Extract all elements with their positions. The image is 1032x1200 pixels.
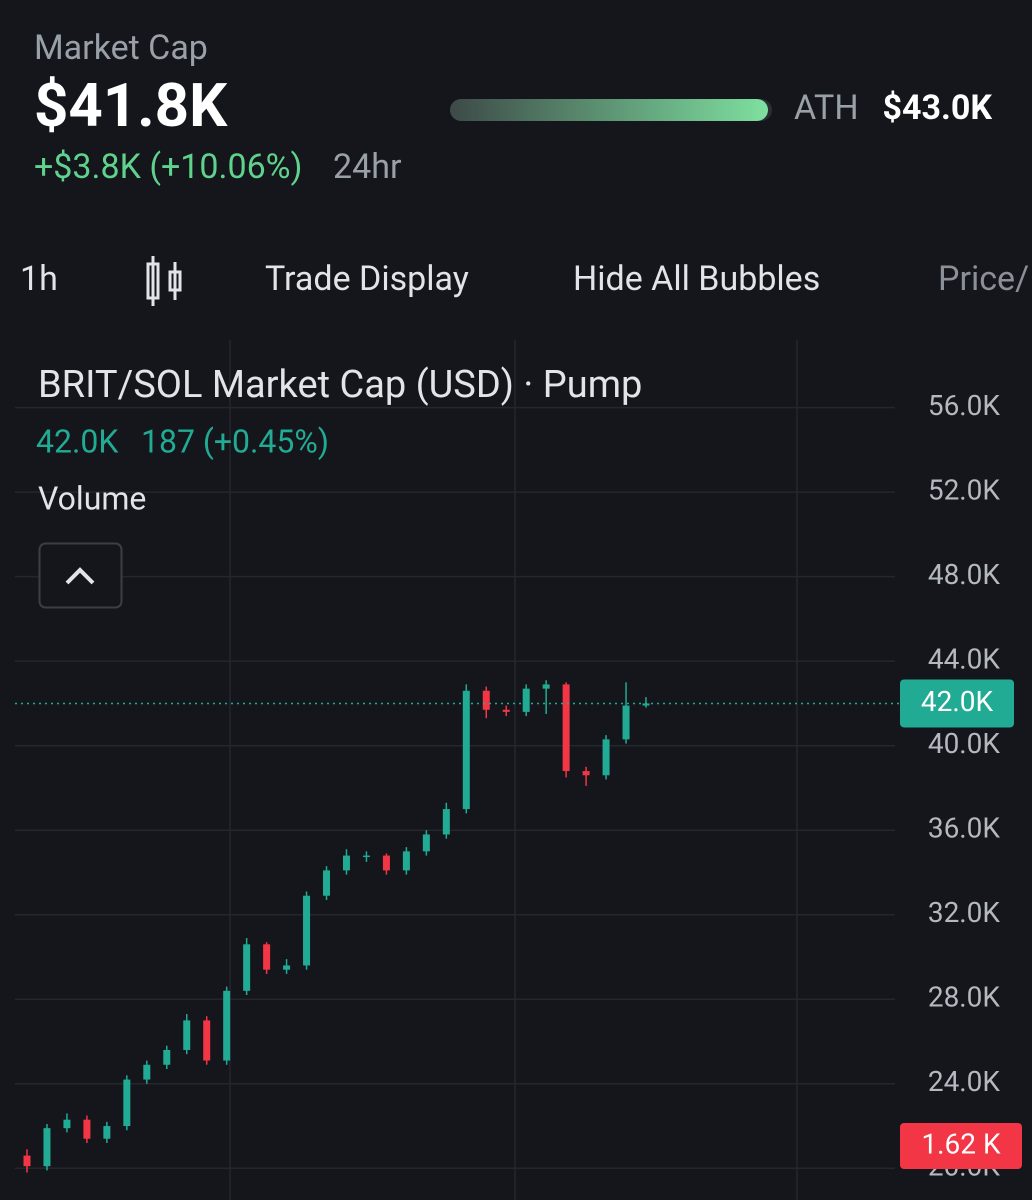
candle-body — [83, 1119, 91, 1139]
market-cap-change: +$3.8K (+10.06%) — [34, 147, 302, 187]
y-tick-label: 40.0K — [928, 727, 1001, 760]
volume-label: Volume — [38, 479, 146, 517]
candle-body — [23, 1155, 31, 1167]
candle-body — [303, 895, 311, 966]
candle-body — [123, 1079, 131, 1127]
candle-body — [442, 809, 450, 835]
volume-badge — [900, 1123, 1022, 1169]
candle-body — [602, 739, 610, 776]
candle-body — [542, 684, 550, 689]
candle-body — [562, 684, 570, 772]
price-button[interactable]: Price/ — [938, 259, 1029, 299]
candle-body — [183, 1020, 191, 1050]
candle-body — [522, 688, 530, 712]
last-price-badge — [900, 679, 1014, 728]
y-tick-label: 48.0K — [928, 558, 1001, 591]
candle-body — [103, 1126, 111, 1139]
candle-body — [342, 855, 350, 871]
ath-progress — [450, 99, 768, 121]
candle-body — [502, 709, 510, 712]
candle-body — [622, 705, 630, 740]
candle-body — [223, 990, 231, 1061]
market-cap-label: Market Cap — [34, 28, 208, 68]
candle-body — [422, 834, 430, 852]
change-period: 24hr — [333, 147, 402, 187]
y-tick-label: 24.0K — [928, 1065, 1001, 1098]
chart-title: BRIT/SOL Market Cap (USD) · Pump — [38, 363, 642, 407]
candle-body — [203, 1020, 211, 1061]
market-cap-value: $41.8K — [34, 70, 228, 141]
candle-body — [243, 944, 251, 991]
candle-body — [163, 1049, 171, 1065]
candle-body — [43, 1128, 51, 1167]
legend-change: 187 (+0.45%) — [141, 422, 329, 460]
last-price-label: 42.0K — [921, 685, 994, 718]
hide-bubbles-button[interactable]: Hide All Bubbles — [573, 259, 820, 299]
ath-label: ATH — [794, 88, 859, 128]
y-tick-label: 36.0K — [928, 812, 1001, 845]
candle-body — [482, 690, 490, 710]
trade-display-button[interactable]: Trade Display — [265, 259, 469, 299]
candle-body — [63, 1119, 71, 1129]
chart-type-button[interactable] — [146, 256, 182, 306]
y-tick-label: 52.0K — [928, 474, 1001, 507]
y-tick-label: 32.0K — [928, 896, 1001, 929]
y-tick-label: 28.0K — [928, 981, 1001, 1014]
candle-body — [143, 1064, 151, 1080]
candle-body — [283, 965, 291, 970]
candle-body — [402, 851, 410, 871]
ath-value: $43.0K — [882, 88, 992, 128]
candle-body — [263, 944, 271, 970]
candle-body — [462, 690, 470, 810]
collapse-button[interactable] — [38, 542, 123, 609]
candle-body — [642, 703, 650, 706]
volume-badge-label: 1.62 K — [921, 1127, 1001, 1160]
candle-body — [323, 870, 331, 896]
y-tick-label: 44.0K — [928, 643, 1001, 676]
y-tick-label: 56.0K — [928, 389, 1001, 422]
chart-area — [15, 340, 900, 1200]
candle-body — [382, 855, 390, 871]
candle-body — [582, 771, 590, 776]
legend-value: 42.0K — [36, 422, 119, 460]
candle-body — [362, 855, 370, 858]
interval-button[interactable]: 1h — [20, 259, 58, 299]
